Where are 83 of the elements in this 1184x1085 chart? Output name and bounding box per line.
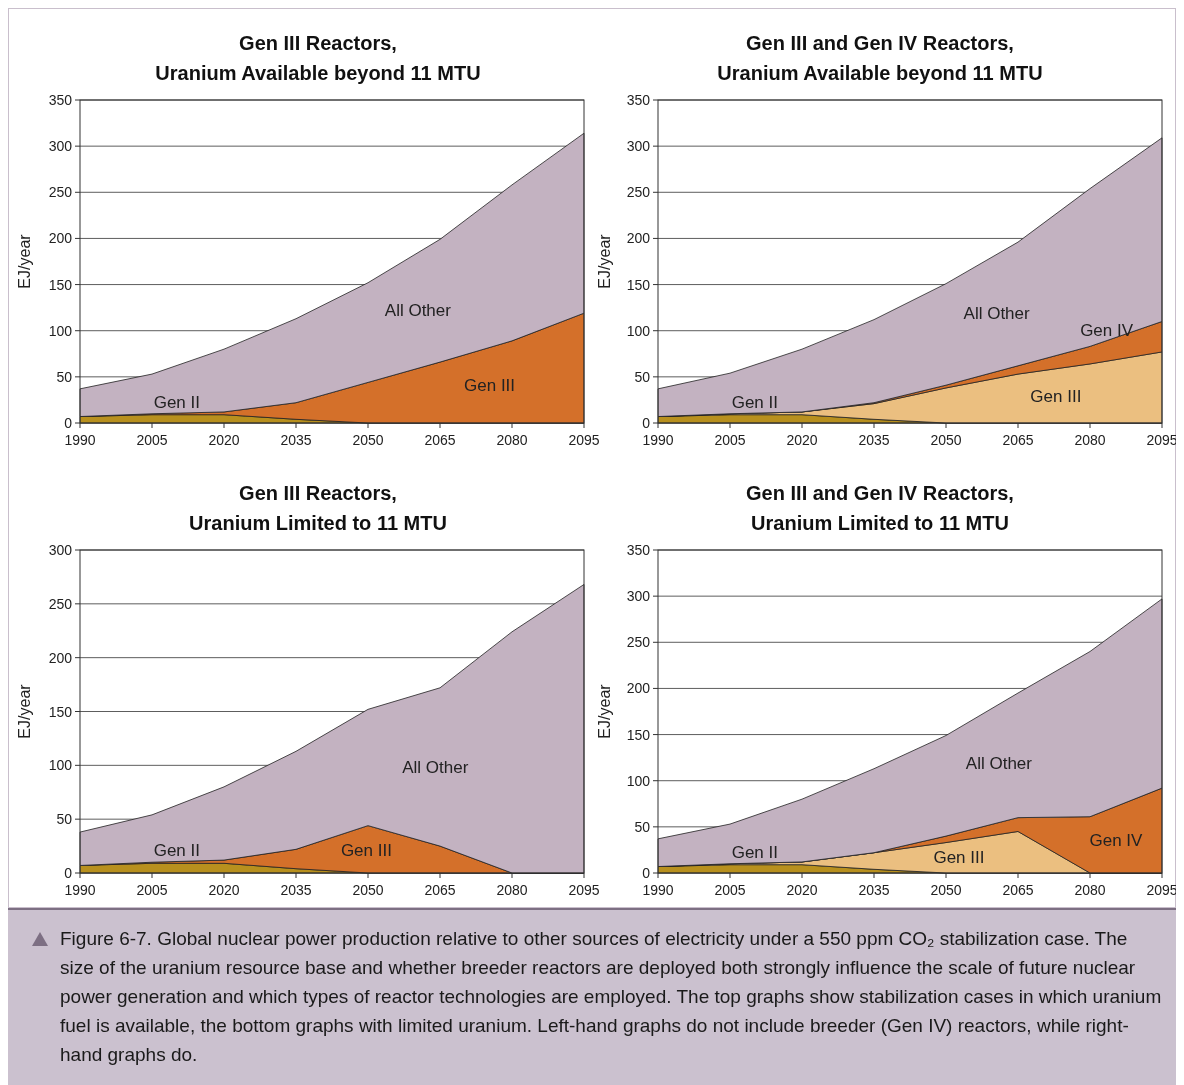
y-tick-label: 150: [48, 276, 73, 293]
y-tick-label: 150: [626, 726, 651, 743]
x-tick-label: 2005: [714, 882, 746, 898]
y-tick-label: 250: [48, 184, 73, 201]
series-label: All Other: [402, 757, 469, 777]
y-tick-label: 250: [48, 595, 73, 612]
x-tick-label: 2080: [496, 432, 528, 448]
series-label: Gen III: [464, 376, 516, 396]
y-tick-label: 150: [48, 703, 73, 720]
x-tick-label: 1990: [64, 432, 96, 448]
y-tick-label: 50: [634, 368, 651, 385]
y-tick-label: 200: [626, 230, 651, 247]
y-tick-label: 300: [48, 542, 73, 558]
series-label: All Other: [965, 754, 1033, 774]
x-tick-label: 2050: [930, 882, 962, 898]
chart-title: Gen III Reactors, Uranium Limited to 11 MTU: [189, 482, 447, 534]
x-tick-label: 2020: [208, 882, 240, 898]
y-axis-title: EJ/year: [596, 233, 613, 289]
y-tick-label: 200: [626, 680, 651, 697]
y-tick-label: 150: [626, 276, 651, 293]
x-tick-label: 2020: [208, 432, 240, 448]
series-label: Gen II: [153, 393, 200, 413]
series-label: Gen III: [340, 840, 392, 860]
chart-title: Gen III Reactors, Uranium Available beyond 11 MTU: [155, 32, 481, 84]
x-tick-label: 2095: [568, 432, 600, 448]
y-tick-label: 0: [64, 865, 73, 881]
series-label: All Other: [963, 303, 1031, 323]
x-tick-label: 2005: [136, 432, 168, 448]
y-tick-label: 100: [626, 772, 651, 789]
chart-title: Gen III and Gen IV Reactors, Uranium Available beyond 11 MTU: [717, 32, 1043, 84]
y-tick-label: 300: [626, 588, 651, 605]
y-tick-label: 100: [626, 322, 651, 339]
x-tick-label: 1990: [642, 432, 674, 448]
y-tick-label: 350: [48, 92, 73, 108]
y-tick-label: 350: [626, 92, 651, 108]
y-tick-label: 0: [642, 415, 651, 431]
x-tick-label: 2080: [496, 882, 528, 898]
y-tick-label: 0: [642, 865, 651, 881]
y-tick-label: 350: [626, 542, 651, 558]
caption: Figure 6-7. Global nuclear power production relative to other sources of electricity under a 550 ppm CO₂ stabilization case. The size of the uranium resource base and whether breeder reactors are deployed both strongly influence the scale of future nuclear power generation and which types of reactor technologies are employed. The top graphs show stabilization cases in which uranium fuel is available, the bottom graphs with limited uranium. Left-hand graphs do not include breeder (Gen IV) reactors, while right-hand graphs do.: [60, 928, 1162, 1065]
y-tick-label: 300: [626, 138, 651, 155]
x-tick-label: 2065: [1002, 432, 1034, 448]
series-label: All Other: [384, 301, 452, 321]
series-label: Gen II: [731, 843, 778, 863]
x-tick-label: 2080: [1074, 432, 1106, 448]
chart-title: Gen III and Gen IV Reactors, Uranium Limited to 11 MTU: [746, 482, 1014, 534]
series-label: Gen III: [933, 847, 985, 867]
y-tick-label: 200: [48, 649, 73, 666]
y-tick-label: 100: [48, 322, 73, 339]
x-tick-label: 2005: [136, 882, 168, 898]
x-tick-label: 1990: [64, 882, 96, 898]
x-tick-label: 2065: [424, 882, 456, 898]
series-label: Gen IV: [1089, 830, 1144, 850]
x-tick-label: 2035: [280, 882, 312, 898]
x-tick-label: 2080: [1074, 882, 1106, 898]
x-tick-label: 2035: [858, 882, 890, 898]
series-label: Gen III: [1030, 386, 1082, 406]
series-label: Gen II: [153, 841, 200, 861]
y-tick-label: 100: [48, 757, 73, 774]
x-tick-label: 2050: [930, 432, 962, 448]
x-tick-label: 2035: [280, 432, 312, 448]
y-tick-label: 0: [64, 415, 73, 431]
y-tick-label: 50: [56, 811, 73, 828]
x-tick-label: 2035: [858, 432, 890, 448]
y-axis-title: EJ/year: [596, 683, 613, 739]
y-tick-label: 200: [48, 230, 73, 247]
y-axis-title: EJ/year: [16, 233, 33, 289]
x-tick-label: 2020: [786, 882, 818, 898]
series-label: Gen II: [731, 393, 778, 413]
x-tick-label: 1990: [642, 882, 674, 898]
x-tick-label: 2020: [786, 432, 818, 448]
x-tick-label: 2005: [714, 432, 746, 448]
x-tick-label: 2050: [352, 432, 384, 448]
x-tick-label: 2065: [424, 432, 456, 448]
y-axis-title: EJ/year: [16, 683, 33, 739]
x-tick-label: 2065: [1002, 882, 1034, 898]
x-tick-label: 2050: [352, 882, 384, 898]
y-tick-label: 250: [626, 634, 651, 651]
y-tick-label: 300: [48, 138, 73, 155]
y-tick-label: 250: [626, 184, 651, 201]
y-tick-label: 50: [56, 368, 73, 385]
y-tick-label: 50: [634, 818, 651, 835]
x-tick-label: 2095: [568, 882, 600, 898]
